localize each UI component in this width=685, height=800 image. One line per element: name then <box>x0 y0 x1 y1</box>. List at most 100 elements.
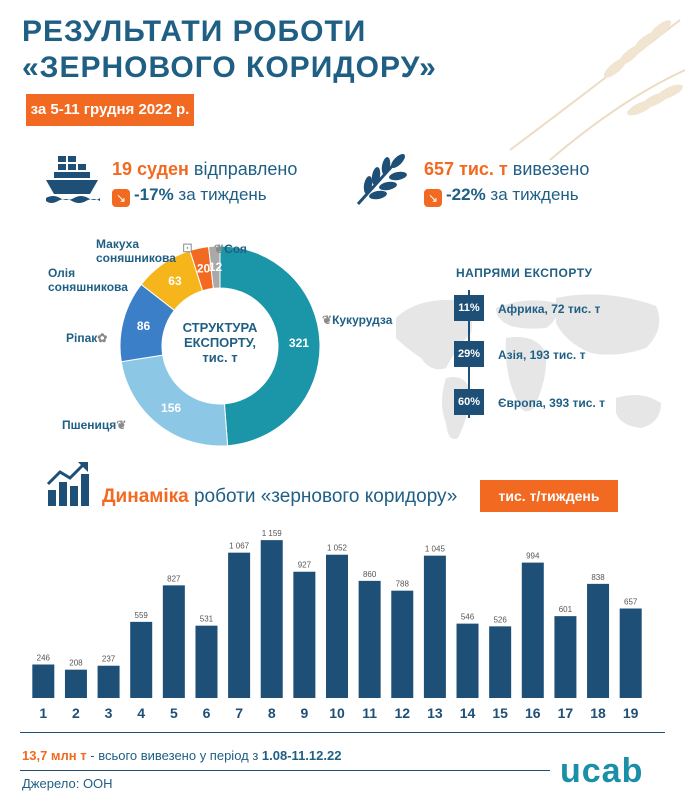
dynamics-title-bold: Динаміка <box>102 486 189 507</box>
title-line-1: РЕЗУЛЬТАТИ РОБОТИ <box>22 15 367 48</box>
soy-icon: ❦ <box>214 242 225 256</box>
ships-change: ↘ -17% за тиждень <box>112 185 267 207</box>
bar-category-label-2: 2 <box>72 705 80 721</box>
bar-category-label-9: 9 <box>300 705 308 721</box>
bar-category-label-6: 6 <box>203 705 211 721</box>
bar-value-label-15: 526 <box>493 615 507 624</box>
label-soy: ❦Соя <box>214 242 247 256</box>
bar-value-label-10: 1 052 <box>327 544 348 553</box>
bar-10 <box>326 554 348 698</box>
bar-value-label-11: 860 <box>363 570 377 579</box>
bar-category-label-7: 7 <box>235 705 243 721</box>
label-sunflower-oil-text: Олія соняшникова <box>48 266 128 294</box>
dynamics-title: Динаміка роботи «зернового коридору» <box>102 486 457 508</box>
center-line-3: тис. т <box>202 350 238 365</box>
bar-category-label-19: 19 <box>623 705 639 721</box>
tons-change: ↘ -22% за тиждень <box>424 185 579 207</box>
label-wheat: Пшениця❦ <box>62 418 126 432</box>
growth-chart-icon <box>46 462 89 506</box>
bar-2 <box>64 669 87 698</box>
bar-15 <box>489 626 512 698</box>
title-line-2: «ЗЕРНОВОГО КОРИДОРУ» <box>22 51 437 84</box>
donut-value-label-4: 20 <box>197 262 211 276</box>
bar-value-label-16: 994 <box>526 552 540 561</box>
tons-stat: 657 тис. т вивезено <box>424 159 589 180</box>
donut-value-label-1: 156 <box>161 401 181 415</box>
wheat-icon <box>356 154 407 206</box>
label-wheat-text: Пшениця <box>62 418 117 432</box>
down-arrow-icon: ↘ <box>112 189 130 207</box>
ship-icon <box>46 156 100 203</box>
bar-4 <box>130 621 153 698</box>
label-sunflower-oil: Олія соняшникова <box>48 266 134 294</box>
donut-center-label: СТРУКТУРА ЕКСПОРТУ, тис. т <box>170 320 270 365</box>
bar-value-label-3: 237 <box>102 655 116 664</box>
donut-value-label-3: 63 <box>168 274 182 288</box>
donut-value-label-5: 12 <box>209 260 223 274</box>
bar-value-label-9: 927 <box>298 561 312 570</box>
bar-7 <box>228 552 251 698</box>
label-soy-text: Соя <box>224 242 247 256</box>
center-line-2: ЕКСПОРТУ, <box>184 335 256 350</box>
down-arrow-icon: ↘ <box>424 189 442 207</box>
bar-category-label-1: 1 <box>39 705 47 721</box>
label-rapeseed-text: Ріпак <box>66 331 98 345</box>
rapeseed-icon: ✿ <box>97 331 108 345</box>
ships-change-text: за тиждень <box>178 185 267 204</box>
tons-value: 657 тис. т <box>424 159 508 179</box>
bar-category-label-18: 18 <box>590 705 606 721</box>
bar-6 <box>195 625 218 698</box>
bar-value-label-18: 838 <box>591 573 605 582</box>
bar-value-label-13: 1 045 <box>425 545 446 554</box>
donut-value-label-2: 86 <box>137 319 151 333</box>
bar-1 <box>32 664 55 698</box>
bar-category-label-5: 5 <box>170 705 178 721</box>
ships-change-value: -17% <box>134 185 174 204</box>
weekly-bar-chart: 246 1 208 2 237 3 559 4 827 5 531 6 1 067 7 1 159 8 927 9… <box>32 529 642 721</box>
direction-africa-pct: 11% <box>454 295 484 321</box>
bar-category-label-8: 8 <box>268 705 276 721</box>
directions-title: НАПРЯМИ ЕКСПОРТУ <box>456 266 593 280</box>
ships-value: 19 суден <box>112 159 189 179</box>
dynamics-title-rest: роботи «зернового коридору» <box>193 486 458 507</box>
bar-value-label-1: 246 <box>37 653 51 662</box>
label-sunflower-meal-text: Макуха соняшникова <box>96 237 176 265</box>
wheat-small-icon: ❦ <box>116 418 127 432</box>
source-text: Джерело: ООН <box>22 776 113 791</box>
bar-category-label-10: 10 <box>329 705 345 721</box>
label-rapeseed: Ріпак✿ <box>66 331 107 345</box>
bar-value-label-5: 827 <box>167 574 181 583</box>
bar-category-label-16: 16 <box>525 705 541 721</box>
bar-value-label-6: 531 <box>200 615 214 624</box>
bar-category-label-11: 11 <box>362 705 377 721</box>
page-title: РЕЗУЛЬТАТИ РОБОТИ «ЗЕРНОВОГО КОРИДОРУ» <box>22 14 437 86</box>
ships-stat: 19 суден відправлено <box>112 159 297 180</box>
bar-11 <box>358 580 381 698</box>
label-sunflower-meal: Макуха соняшникова <box>96 237 182 265</box>
bar-value-label-7: 1 067 <box>229 542 250 551</box>
bar-category-label-15: 15 <box>492 705 508 721</box>
direction-europe-pct: 60% <box>454 389 484 415</box>
footer-total-rest: - всього вивезено у період з <box>90 748 259 763</box>
ucab-logo: ucab <box>560 752 644 790</box>
footer-total: 13,7 млн т - всього вивезено у період з … <box>22 748 341 763</box>
bar-value-label-2: 208 <box>69 659 83 668</box>
bar-category-label-4: 4 <box>137 705 145 721</box>
footer-period: 1.08-11.12.22 <box>261 748 342 763</box>
bar-17 <box>554 616 577 698</box>
date-badge: за 5-11 грудня 2022 р. <box>26 94 194 126</box>
bar-value-label-4: 559 <box>135 611 149 620</box>
wheat-decoration <box>509 19 685 160</box>
bar-category-label-12: 12 <box>394 705 410 721</box>
bar-8 <box>260 540 283 698</box>
donut-slice-0 <box>219 245 321 447</box>
bar-category-label-17: 17 <box>558 705 574 721</box>
chart-baseline <box>20 732 665 733</box>
bar-value-label-8: 1 159 <box>262 529 283 538</box>
corn-icon: ❦ <box>322 313 333 327</box>
donut-slice-5 <box>208 245 221 289</box>
unit-badge: тис. т/тиждень <box>480 480 618 512</box>
tons-text: вивезено <box>512 159 590 179</box>
bar-19 <box>619 608 642 698</box>
bar-category-label-13: 13 <box>427 705 443 721</box>
